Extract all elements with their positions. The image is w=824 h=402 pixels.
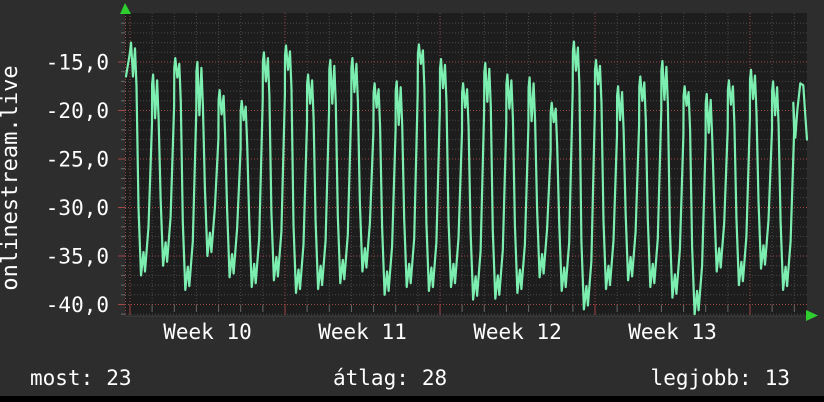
y-tick-label: -30,0	[46, 196, 109, 220]
stat-legjobb-value: 13	[764, 366, 790, 390]
y-axis-arrow-icon	[120, 3, 131, 14]
stat-legjobb-label: legjobb:	[650, 366, 752, 390]
stat-most-value: 23	[106, 366, 132, 390]
stat-atlag-label: átlag:	[333, 366, 409, 390]
bottom-bar	[0, 396, 824, 402]
stats-row: most: 23 átlag: 28 legjobb: 13	[0, 365, 824, 395]
x-axis-arrow-icon	[806, 310, 818, 321]
vertical-stream-title: onlinestream.live	[0, 65, 23, 290]
axis-arrow-icons	[120, 3, 818, 321]
stream-title-vertical: onlinestream.live	[0, 65, 23, 290]
y-tick-label: -20,0	[46, 99, 109, 123]
x-axis-week-labels: Week 10 Week 11 Week 12 Week 13	[163, 320, 717, 344]
stat-atlag-value: 28	[421, 366, 448, 390]
x-tick-label: Week 10	[163, 320, 252, 344]
x-tick-label: Week 11	[318, 320, 407, 344]
y-tick-label: -15,0	[46, 51, 109, 75]
axis-tick-marks	[118, 22, 795, 315]
rank-series-line	[124, 40, 809, 316]
stat-atlag: átlag: 28	[333, 365, 447, 391]
rank-polyline	[124, 40, 809, 316]
y-axis-tick-labels: -15,0 -20,0 -25,0 -30,0 -35,0 -40,0	[46, 51, 109, 318]
stat-legjobb: legjobb: 13	[651, 365, 790, 391]
axis-lines	[125, 13, 807, 317]
y-tick-label: -25,0	[46, 148, 109, 172]
stat-most: most: 23	[30, 365, 132, 391]
y-tick-label: -40,0	[46, 293, 109, 317]
x-tick-label: Week 13	[628, 320, 717, 344]
x-tick-label: Week 12	[473, 320, 562, 344]
y-tick-label: -35,0	[46, 245, 109, 269]
stat-most-label: most:	[30, 366, 94, 390]
